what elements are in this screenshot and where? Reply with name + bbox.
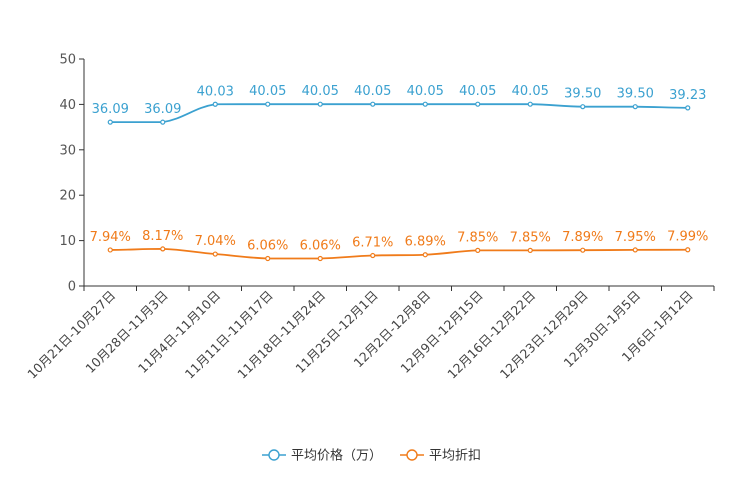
data-label: 40.05 (249, 84, 286, 99)
legend-label: 平均折扣 (429, 449, 481, 464)
series-layer: 36.09 36.09 40.03 40.05 40.05 40.05 40.05 40.05… (90, 84, 708, 262)
data-label: 7.95% (615, 230, 656, 245)
data-label: 6.06% (247, 238, 288, 253)
series-1: 7.94% 8.17% 7.04% 6.06% 6.06% 6.71% 6.89% 7.85%… (90, 229, 708, 262)
data-point[interactable] (632, 247, 638, 253)
data-label: 7.99% (667, 230, 708, 245)
data-point[interactable] (422, 252, 428, 258)
y-tick-label: 30 (59, 143, 76, 158)
data-point[interactable] (317, 255, 323, 262)
data-point[interactable] (685, 247, 691, 253)
y-tick-label: 50 (59, 53, 76, 68)
data-label: 40.05 (302, 84, 339, 99)
data-label: 6.06% (300, 238, 341, 253)
data-point[interactable] (580, 104, 586, 110)
data-label: 40.05 (354, 84, 391, 99)
data-point[interactable] (527, 247, 533, 253)
y-tick-label: 40 (59, 98, 76, 113)
series-0: 36.09 36.09 40.03 40.05 40.05 40.05 40.05 40.05… (92, 84, 706, 125)
data-point[interactable] (527, 101, 533, 107)
legend-item-0[interactable]: 平均价格（万） (262, 448, 382, 464)
y-tick-label: 10 (59, 234, 76, 249)
data-point[interactable] (265, 101, 271, 107)
data-point[interactable] (107, 247, 113, 253)
data-label: 39.23 (669, 88, 706, 103)
data-label: 40.05 (512, 84, 549, 99)
legend-marker-icon (268, 449, 280, 461)
x-tick-label: 11月18日-11月24日 (234, 288, 328, 382)
data-label: 39.50 (617, 87, 654, 102)
data-label: 7.89% (562, 230, 603, 245)
legend-marker-icon (406, 449, 418, 461)
x-tick-label: 11月11日-11月17日 (182, 288, 276, 382)
series-line (110, 248, 688, 260)
data-point[interactable] (317, 101, 323, 107)
data-label: 7.85% (457, 230, 498, 245)
data-label: 40.03 (197, 84, 234, 99)
data-label: 7.85% (510, 230, 551, 245)
x-tick-label: 12月23日-12月29日 (497, 288, 591, 382)
x-tick-label: 10月21日-10月27日 (24, 288, 118, 382)
data-point[interactable] (160, 119, 166, 125)
data-label: 6.89% (405, 235, 446, 250)
data-point[interactable] (685, 105, 691, 111)
data-point[interactable] (107, 119, 113, 125)
data-label: 7.04% (195, 234, 236, 249)
data-label: 6.71% (352, 236, 393, 251)
data-point[interactable] (265, 255, 271, 262)
x-tick-label: 12月16日-12月22日 (444, 288, 538, 382)
data-point[interactable] (160, 246, 166, 252)
data-label: 7.94% (90, 230, 131, 245)
legend-label: 平均价格（万） (291, 448, 382, 464)
data-label: 39.50 (564, 87, 601, 102)
series-line (110, 103, 688, 124)
data-label: 36.09 (144, 102, 181, 117)
y-tick-label: 20 (59, 189, 76, 204)
data-label: 40.05 (459, 84, 496, 99)
data-point[interactable] (632, 104, 638, 110)
data-point[interactable] (422, 101, 428, 107)
data-point[interactable] (475, 247, 481, 253)
data-label: 36.09 (92, 102, 129, 117)
legend-item-1[interactable]: 平均折扣 (400, 449, 481, 464)
data-point[interactable] (212, 251, 218, 257)
legend: 平均价格（万） 平均折扣 (262, 448, 481, 464)
y-tick-label: 0 (68, 280, 76, 295)
data-point[interactable] (475, 101, 481, 107)
data-point[interactable] (580, 247, 586, 253)
data-point[interactable] (212, 101, 218, 107)
data-point[interactable] (370, 252, 376, 259)
data-label: 40.05 (407, 84, 444, 99)
data-point[interactable] (370, 101, 376, 107)
data-label: 8.17% (142, 229, 183, 244)
